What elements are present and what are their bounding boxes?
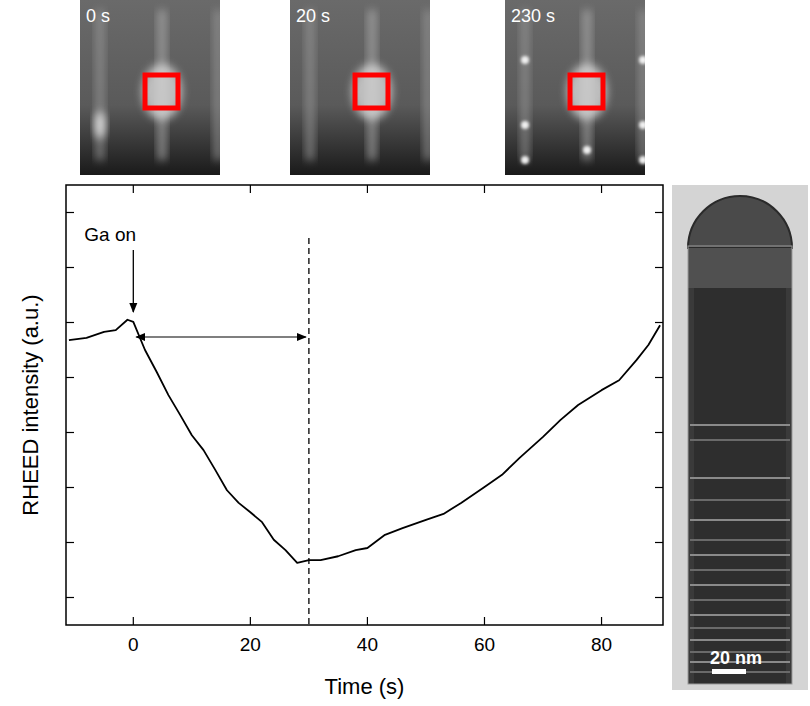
x-tick-label: 80 <box>591 634 612 655</box>
dashed-line <box>308 238 309 625</box>
x-tick <box>484 185 485 193</box>
x-tick <box>367 617 368 625</box>
rheed-spot <box>95 111 105 139</box>
rheed-spot <box>567 64 607 120</box>
rheed-spot <box>639 56 645 64</box>
data-line <box>69 320 660 563</box>
image-label: 230 s <box>511 6 555 26</box>
stacking-fault <box>690 584 790 586</box>
roi-box <box>355 75 388 108</box>
roi-box <box>570 75 603 108</box>
rheed-background <box>80 0 220 175</box>
stacking-fault <box>690 599 790 601</box>
stacking-fault <box>690 627 790 629</box>
nanowire-core <box>694 246 786 684</box>
stacking-fault <box>690 554 790 556</box>
rheed-background <box>505 0 645 175</box>
roi-box <box>145 75 178 108</box>
rheed-streak <box>639 10 645 160</box>
x-tick-label: 40 <box>357 634 378 655</box>
x-axis-title: Time (s) <box>325 674 405 699</box>
rheed-image <box>290 0 430 175</box>
y-tick <box>655 487 663 488</box>
image-label: 20 s <box>296 6 330 26</box>
y-tick <box>66 542 74 543</box>
y-tick <box>655 377 663 378</box>
rheed-spot <box>583 146 591 154</box>
droplet <box>688 196 792 248</box>
stacking-fault <box>690 569 790 571</box>
x-tick <box>601 617 602 625</box>
x-tick <box>250 617 251 625</box>
y-tick <box>655 432 663 433</box>
stacking-fault <box>690 614 790 616</box>
y-tick <box>66 212 74 213</box>
rheed-background <box>290 0 430 175</box>
span-arrow <box>136 336 306 337</box>
y-axis-title: RHEED intensity (a.u.) <box>18 294 43 515</box>
rheed-spot <box>639 156 645 164</box>
rheed-spot <box>521 156 529 164</box>
figure: 0 s 20 s 230 s 0 20 40 60 80 Ga on Time (s) RHEED … <box>0 0 810 706</box>
rheed-streak <box>521 10 529 160</box>
y-tick <box>655 267 663 268</box>
nanowire-edge <box>688 246 792 684</box>
x-tick <box>133 185 134 193</box>
rheed-spot <box>521 121 529 129</box>
rheed-spot <box>142 64 182 120</box>
y-tick <box>655 322 663 323</box>
stacking-fault <box>690 424 790 426</box>
x-tick-label: 20 <box>240 634 261 655</box>
x-tick-label: 0 <box>128 634 139 655</box>
rheed-streak <box>96 10 104 160</box>
tem-background <box>672 185 808 690</box>
x-tick <box>367 185 368 193</box>
plot-area <box>69 238 660 625</box>
stacking-fault <box>690 499 790 501</box>
x-tick <box>484 617 485 625</box>
scale-bar <box>712 669 746 674</box>
rheed-image <box>505 0 645 175</box>
stacking-fault <box>690 477 790 479</box>
y-tick <box>66 377 74 378</box>
annotation-arrow <box>133 250 134 312</box>
stacking-fault <box>690 539 790 541</box>
rheed-spot <box>521 56 529 64</box>
rheed-image <box>80 0 220 175</box>
annotation-text: Ga on <box>84 224 136 245</box>
y-tick <box>655 597 663 598</box>
x-tick-label: 60 <box>474 634 495 655</box>
x-tick <box>601 185 602 193</box>
rheed-streak <box>424 10 430 160</box>
y-tick <box>655 212 663 213</box>
y-tick <box>66 267 74 268</box>
scale-bar-label: 20 nm <box>710 648 762 668</box>
y-tick <box>66 487 74 488</box>
rheed-streak <box>214 10 220 160</box>
image-label: 0 s <box>86 6 110 26</box>
y-tick <box>66 322 74 323</box>
x-tick <box>133 617 134 625</box>
x-tick <box>250 185 251 193</box>
y-tick <box>66 597 74 598</box>
stacking-fault <box>690 439 790 441</box>
nanowire <box>688 246 792 684</box>
stacking-fault <box>690 639 790 641</box>
y-tick <box>655 542 663 543</box>
plot-frame <box>66 185 663 625</box>
stacking-fault <box>690 519 790 521</box>
tem-image <box>672 185 808 690</box>
rheed-spot <box>352 64 392 120</box>
droplet-base <box>688 248 792 288</box>
y-tick <box>66 432 74 433</box>
rheed-streak <box>306 10 314 160</box>
rheed-spot <box>639 121 645 129</box>
